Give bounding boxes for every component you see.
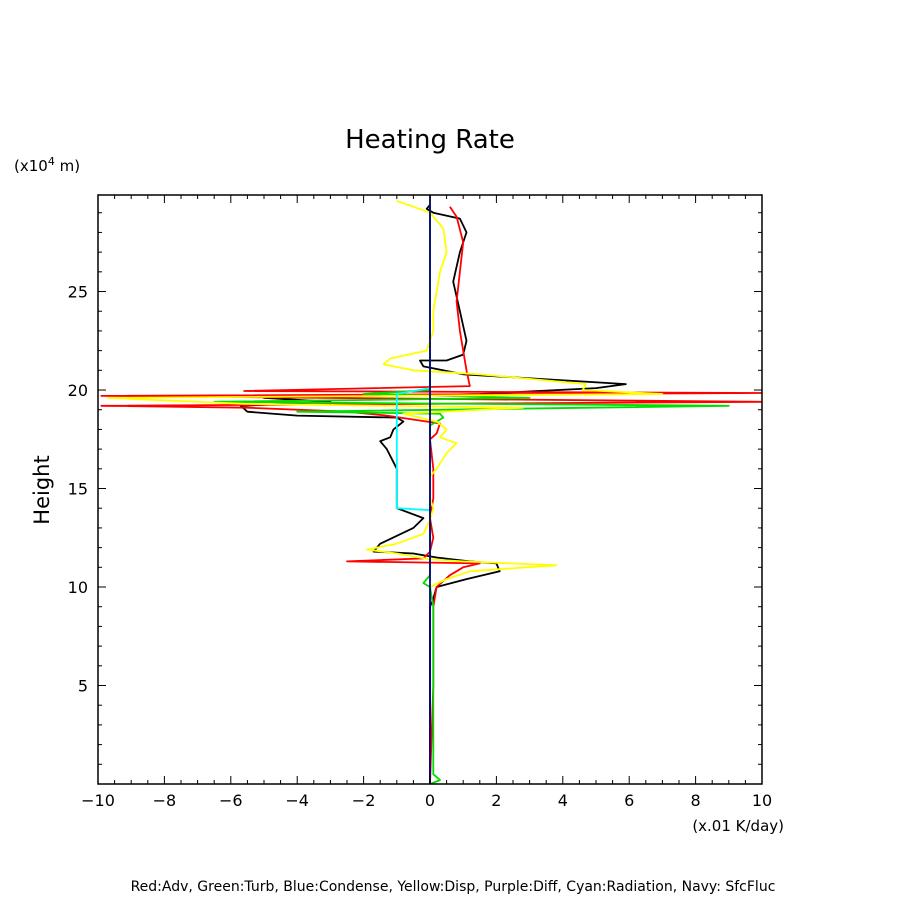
series-layer	[100, 195, 762, 784]
yellow-curve-disp	[107, 200, 664, 588]
y-tick-label: 5	[78, 677, 88, 696]
x-tick-label: 8	[691, 791, 701, 810]
x-tick-label: 2	[491, 791, 501, 810]
y-unit-label: (x104 m)	[14, 155, 80, 175]
x-tick-label: −4	[285, 791, 309, 810]
x-tick-label: 10	[752, 791, 772, 810]
y-tick-label: 20	[68, 381, 88, 400]
x-tick-label: −8	[153, 791, 177, 810]
legend-text: Red:Adv, Green:Turb, Blue:Condense, Yell…	[131, 879, 776, 895]
ticks-layer: −10 −8 −6 −4 −2 0 2 4 6 8 10 5 10 15 20 25	[68, 195, 772, 810]
y-axis-label: Height	[30, 455, 54, 524]
y-tick-label: 15	[68, 480, 88, 499]
red-curve-adv	[100, 206, 762, 784]
y-unit-suffix: m)	[55, 157, 80, 175]
x-tick-label: −10	[81, 791, 115, 810]
x-tick-label: −2	[352, 791, 376, 810]
x-tick-label: 4	[558, 791, 568, 810]
chart-title: Heating Rate	[345, 125, 515, 155]
green-curve-turb	[213, 204, 730, 784]
x-tick-label: 0	[425, 791, 435, 810]
x-tick-label: 6	[624, 791, 634, 810]
x-tick-label: −6	[219, 791, 243, 810]
y-tick-label: 25	[68, 283, 88, 302]
cyan-curve-radiation	[395, 387, 431, 512]
plot-frame	[97, 194, 763, 785]
y-unit-prefix: (x10	[14, 157, 48, 175]
x-unit-label: (x.01 K/day)	[692, 817, 784, 835]
y-tick-label: 10	[68, 578, 88, 597]
y-unit-exponent: 4	[48, 155, 55, 168]
